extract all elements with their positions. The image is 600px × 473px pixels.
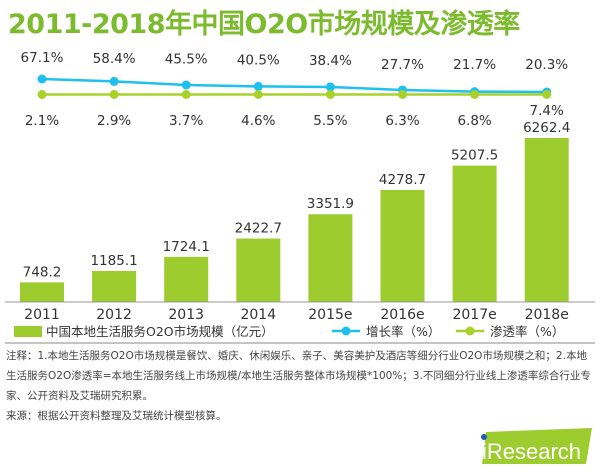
bar (164, 256, 209, 302)
source-text: 来源：根据公开资料整理及艾瑞统计模型核算。 (6, 410, 227, 422)
growth-label: 45.5% (165, 52, 208, 68)
growth-point (325, 82, 335, 92)
x-tick-label: 2013 (168, 307, 204, 323)
penetration-label: 6.8% (457, 113, 491, 129)
growth-point (181, 80, 191, 90)
legend-growth-marker (341, 326, 351, 336)
bar-label: 748.2 (23, 264, 62, 280)
bar-label: 1724.1 (163, 239, 210, 255)
penetration-label: 5.5% (313, 113, 347, 129)
chart-title: 2011-2018年中国O2O市场规模及渗透率 (8, 9, 520, 40)
growth-label: 27.7% (381, 57, 424, 73)
penetration-label: 4.6% (241, 113, 275, 129)
growth-line (41, 77, 547, 94)
bar-label: 6262.4 (523, 120, 570, 136)
penetration-label: 6.3% (385, 113, 419, 129)
growth-label: 58.4% (93, 51, 136, 67)
penetration-label: 2.1% (25, 113, 59, 129)
x-tick-label: 2015e (308, 307, 352, 323)
bar (92, 270, 137, 302)
chart: 748.2 2011 1185.1 2012 1724.1 2013 2422.7 2014 3… (5, 50, 595, 344)
bar-label: 3351.9 (307, 196, 354, 212)
bar (236, 238, 281, 302)
growth-label: 38.4% (309, 53, 352, 69)
growth-label: 20.3% (525, 57, 568, 73)
svg-text:iResearch: iResearch (482, 439, 581, 464)
legend-penetration-label: 渗透率（%） (490, 324, 564, 339)
penetration-point (470, 90, 480, 99)
note-text: 注释：1.本地生活服务O2O市场规模是餐饮、婚庆、休闲娱乐、亲子、美容美护及酒店… (6, 350, 591, 402)
x-tick-label: 2011 (24, 307, 60, 323)
penetration-label: 3.7% (169, 113, 203, 129)
growth-point (253, 81, 263, 91)
growth-label: 67.1% (21, 50, 64, 66)
penetration-point (37, 90, 47, 99)
penetration-label: 7.4% (530, 103, 564, 119)
growth-point (109, 76, 119, 86)
bar (20, 282, 64, 302)
legend-growth-label: 增长率（%） (366, 324, 440, 339)
iresearch-logo: iResearch (481, 428, 592, 464)
penetration-point (542, 90, 552, 99)
bar-label: 2422.7 (235, 221, 282, 237)
penetration-point (181, 90, 191, 99)
bar-label: 1185.1 (90, 253, 137, 269)
legend-penetration-marker (465, 326, 475, 336)
bar (524, 138, 569, 302)
penetration-point (398, 90, 407, 99)
bar (452, 165, 497, 302)
bar-label: 4278.7 (379, 172, 426, 188)
x-tick-label: 2014 (240, 307, 276, 323)
penetration-point (325, 90, 335, 99)
penetration-label: 2.9% (97, 113, 131, 129)
x-tick-label: 2018e (525, 307, 569, 323)
penetration-point (253, 90, 263, 99)
x-tick-label: 2016e (380, 307, 424, 323)
notes: 注释：1.本地生活服务O2O市场规模是餐饮、婚庆、休闲娱乐、亲子、美容美护及酒店… (6, 346, 596, 426)
x-tick-label: 2017e (452, 307, 496, 323)
bar-label: 5207.5 (451, 148, 498, 164)
penetration-point (109, 90, 119, 99)
bar (380, 189, 425, 302)
growth-point (37, 74, 47, 84)
bar (308, 214, 353, 302)
growth-label: 21.7% (453, 57, 496, 73)
legend-bar-label: 中国本地生活服务O2O市场规模（亿元） (46, 324, 274, 339)
legend-bar-swatch (14, 326, 42, 337)
growth-label: 40.5% (237, 52, 280, 68)
x-tick-label: 2012 (96, 307, 132, 323)
